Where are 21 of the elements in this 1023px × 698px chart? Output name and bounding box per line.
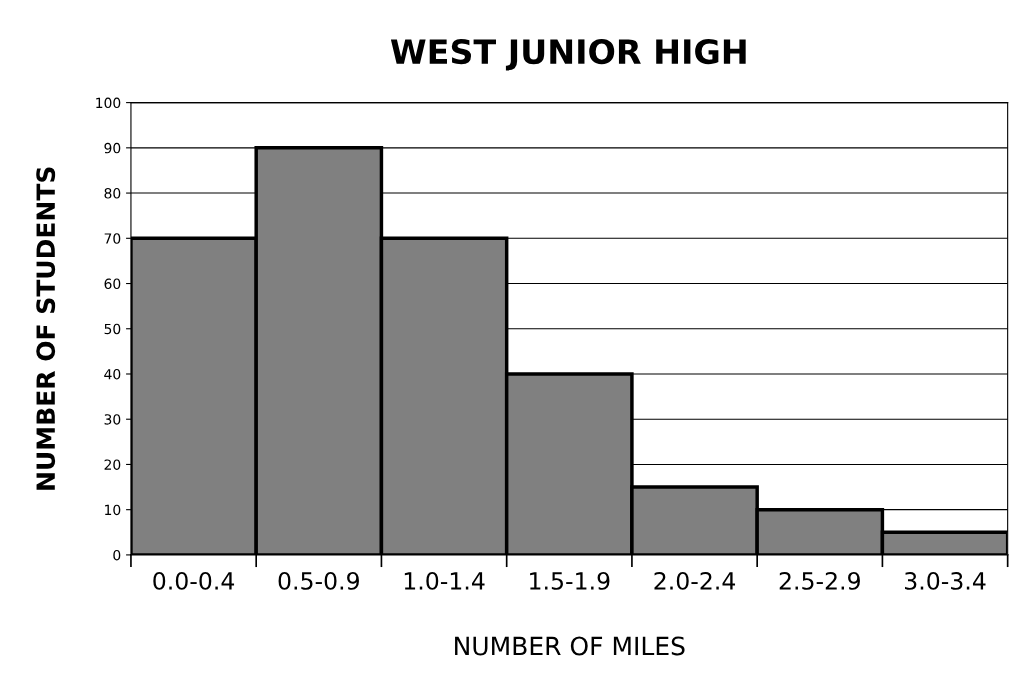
y-tick-label: 30 [104, 414, 121, 425]
x-tick-label: 1.5-1.9 [530, 571, 610, 590]
y-tick-label: 50 [104, 323, 121, 335]
y-tick-label: 20 [104, 459, 121, 470]
x-tick-label: 1.0-1.4 [404, 571, 485, 590]
x-tick-label: 2.0-2.4 [654, 571, 736, 590]
y-tick-label: 100 [96, 97, 121, 109]
y-tick-label: 90 [104, 142, 121, 154]
y-tick-label: 0 [113, 549, 121, 561]
x-tick-label: 2.5-2.9 [779, 571, 860, 590]
x-tick-label: 0.0-0.4 [153, 571, 235, 590]
chart-title: WEST JUNIOR HIGH [390, 38, 746, 71]
y-tick-label: 60 [104, 278, 121, 289]
x-tick-label: 0.5-0.9 [278, 571, 359, 590]
y-tick-label: 40 [104, 368, 121, 380]
y-tick-label: 80 [104, 188, 121, 199]
y-tick-label: 10 [105, 504, 121, 516]
x-axis-title: NUMBER OF MILES [455, 636, 685, 656]
y-tick-label: 70 [104, 233, 121, 244]
y-axis-title: NUMBER OF STUDENTS [36, 167, 56, 490]
x-tick-label: 3.0-3.4 [905, 571, 986, 590]
